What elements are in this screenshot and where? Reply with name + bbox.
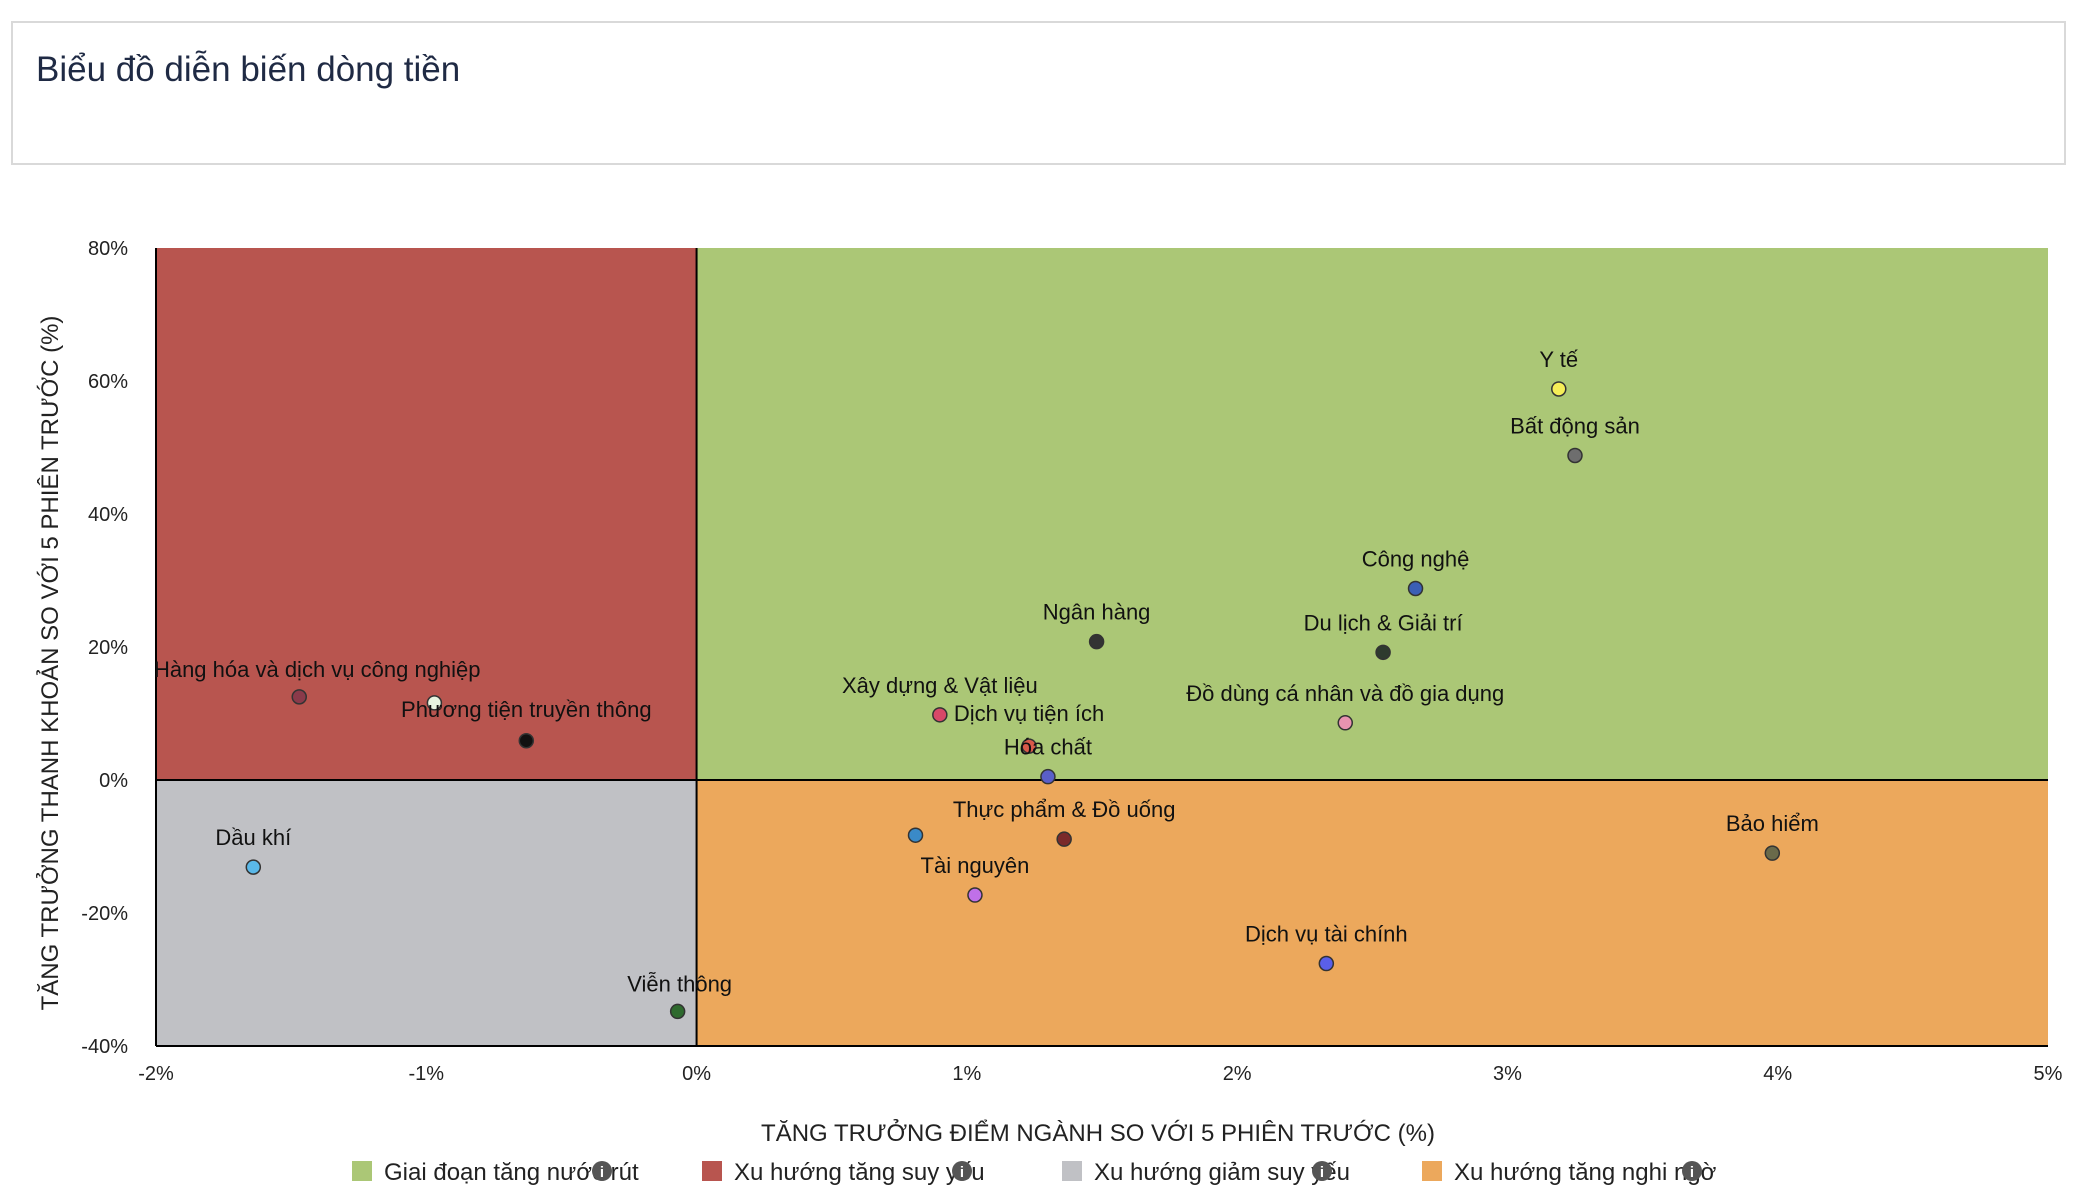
y-tick-label: -20% (81, 903, 128, 925)
point-label: Công nghệ (1362, 546, 1470, 571)
data-point (518, 733, 535, 749)
info-icon-glyph: i (600, 1164, 604, 1181)
data-point (1407, 580, 1424, 597)
info-icon (1682, 1161, 1702, 1181)
quadrant-3 (696, 780, 2048, 1046)
data-point (1375, 644, 1391, 661)
x-tick-label: 3% (1493, 1063, 1522, 1085)
quadrant-0 (696, 248, 2048, 780)
point-label: Y tế (1539, 347, 1578, 372)
data-point (1040, 768, 1056, 785)
x-tick-label: 4% (1763, 1063, 1792, 1085)
point-label: Thực phẩm & Đồ uống (953, 797, 1176, 822)
x-tick-label: 0% (682, 1063, 711, 1085)
point-label: Dịch vụ tiện ích (954, 701, 1104, 726)
legend-swatch (352, 1161, 372, 1181)
y-tick-label: -40% (81, 1036, 128, 1058)
x-tick-label: -1% (408, 1063, 444, 1085)
y-tick-label: 40% (88, 504, 128, 526)
legend-label: Xu hướng giảm suy yếu (1094, 1159, 1350, 1186)
data-point (669, 1003, 686, 1020)
point-label: Hóa chất (1004, 735, 1092, 760)
y-tick-label: 0% (99, 770, 128, 792)
y-axis-label: TĂNG TRƯỞNG THANH KHOẢN SO VỚI 5 PHIÊN T… (35, 316, 64, 1011)
y-tick-label: 20% (88, 637, 128, 659)
point-label: Tài nguyên (921, 853, 1030, 878)
data-point (1567, 447, 1583, 464)
point-label: Xây dựng & Vật liệu (842, 673, 1038, 698)
y-tick-label: 80% (88, 238, 128, 260)
quadrant-1 (156, 248, 697, 780)
x-tick-label: 2% (1223, 1063, 1252, 1085)
info-icon-glyph: i (1320, 1164, 1324, 1181)
x-tick-label: -2% (138, 1063, 174, 1085)
data-point (1318, 955, 1335, 972)
legend-swatch (702, 1161, 722, 1181)
point-label: Bất động sản (1510, 413, 1640, 438)
x-tick-label: 5% (2034, 1063, 2063, 1085)
legend-label: Xu hướng tăng nghi ngờ (1454, 1159, 1717, 1186)
data-point (245, 859, 262, 875)
x-axis-label: TĂNG TRƯỞNG ĐIỂM NGÀNH SO VỚI 5 PHIÊN TR… (761, 1118, 1435, 1147)
legend-swatch (1422, 1161, 1442, 1181)
point-label: Du lịch & Giải trí (1304, 610, 1463, 635)
point-label: Phương tiện truyền thông (401, 697, 652, 722)
data-point (967, 887, 983, 903)
legend-label: Xu hướng tăng suy yếu (734, 1159, 985, 1186)
info-icon (592, 1161, 612, 1181)
data-point (1021, 738, 1037, 754)
page-title: Biểu đồ diễn biến dòng tiền (36, 50, 461, 89)
data-point (291, 689, 308, 705)
point-label: Hàng hóa và dịch vụ công nghiệp (154, 657, 481, 682)
data-point (907, 827, 924, 843)
point-label: Bảo hiểm (1726, 811, 1819, 836)
point-label: Dầu khí (215, 825, 291, 850)
data-point (426, 695, 443, 711)
x-tick-label: 1% (952, 1063, 981, 1085)
info-icon-glyph: i (960, 1164, 964, 1181)
data-point (1764, 845, 1781, 861)
info-icon-glyph: i (1690, 1164, 1694, 1181)
data-point (1056, 831, 1072, 847)
info-icon (952, 1161, 972, 1181)
data-point (1088, 633, 1105, 650)
quadrant-2 (156, 780, 697, 1046)
info-icon (1312, 1161, 1332, 1181)
point-label: Ngân hàng (1043, 600, 1151, 625)
data-point (932, 707, 948, 723)
legend-swatch (1062, 1161, 1082, 1181)
point-label: Dịch vụ tài chính (1245, 922, 1408, 947)
data-point (1337, 715, 1354, 731)
point-label: Viễn thông (627, 971, 732, 996)
point-label: Đồ dùng cá nhân và đồ gia dụng (1186, 681, 1504, 706)
y-tick-label: 60% (88, 371, 128, 393)
chart-header-box (11, 21, 2066, 165)
data-point (1551, 381, 1567, 397)
